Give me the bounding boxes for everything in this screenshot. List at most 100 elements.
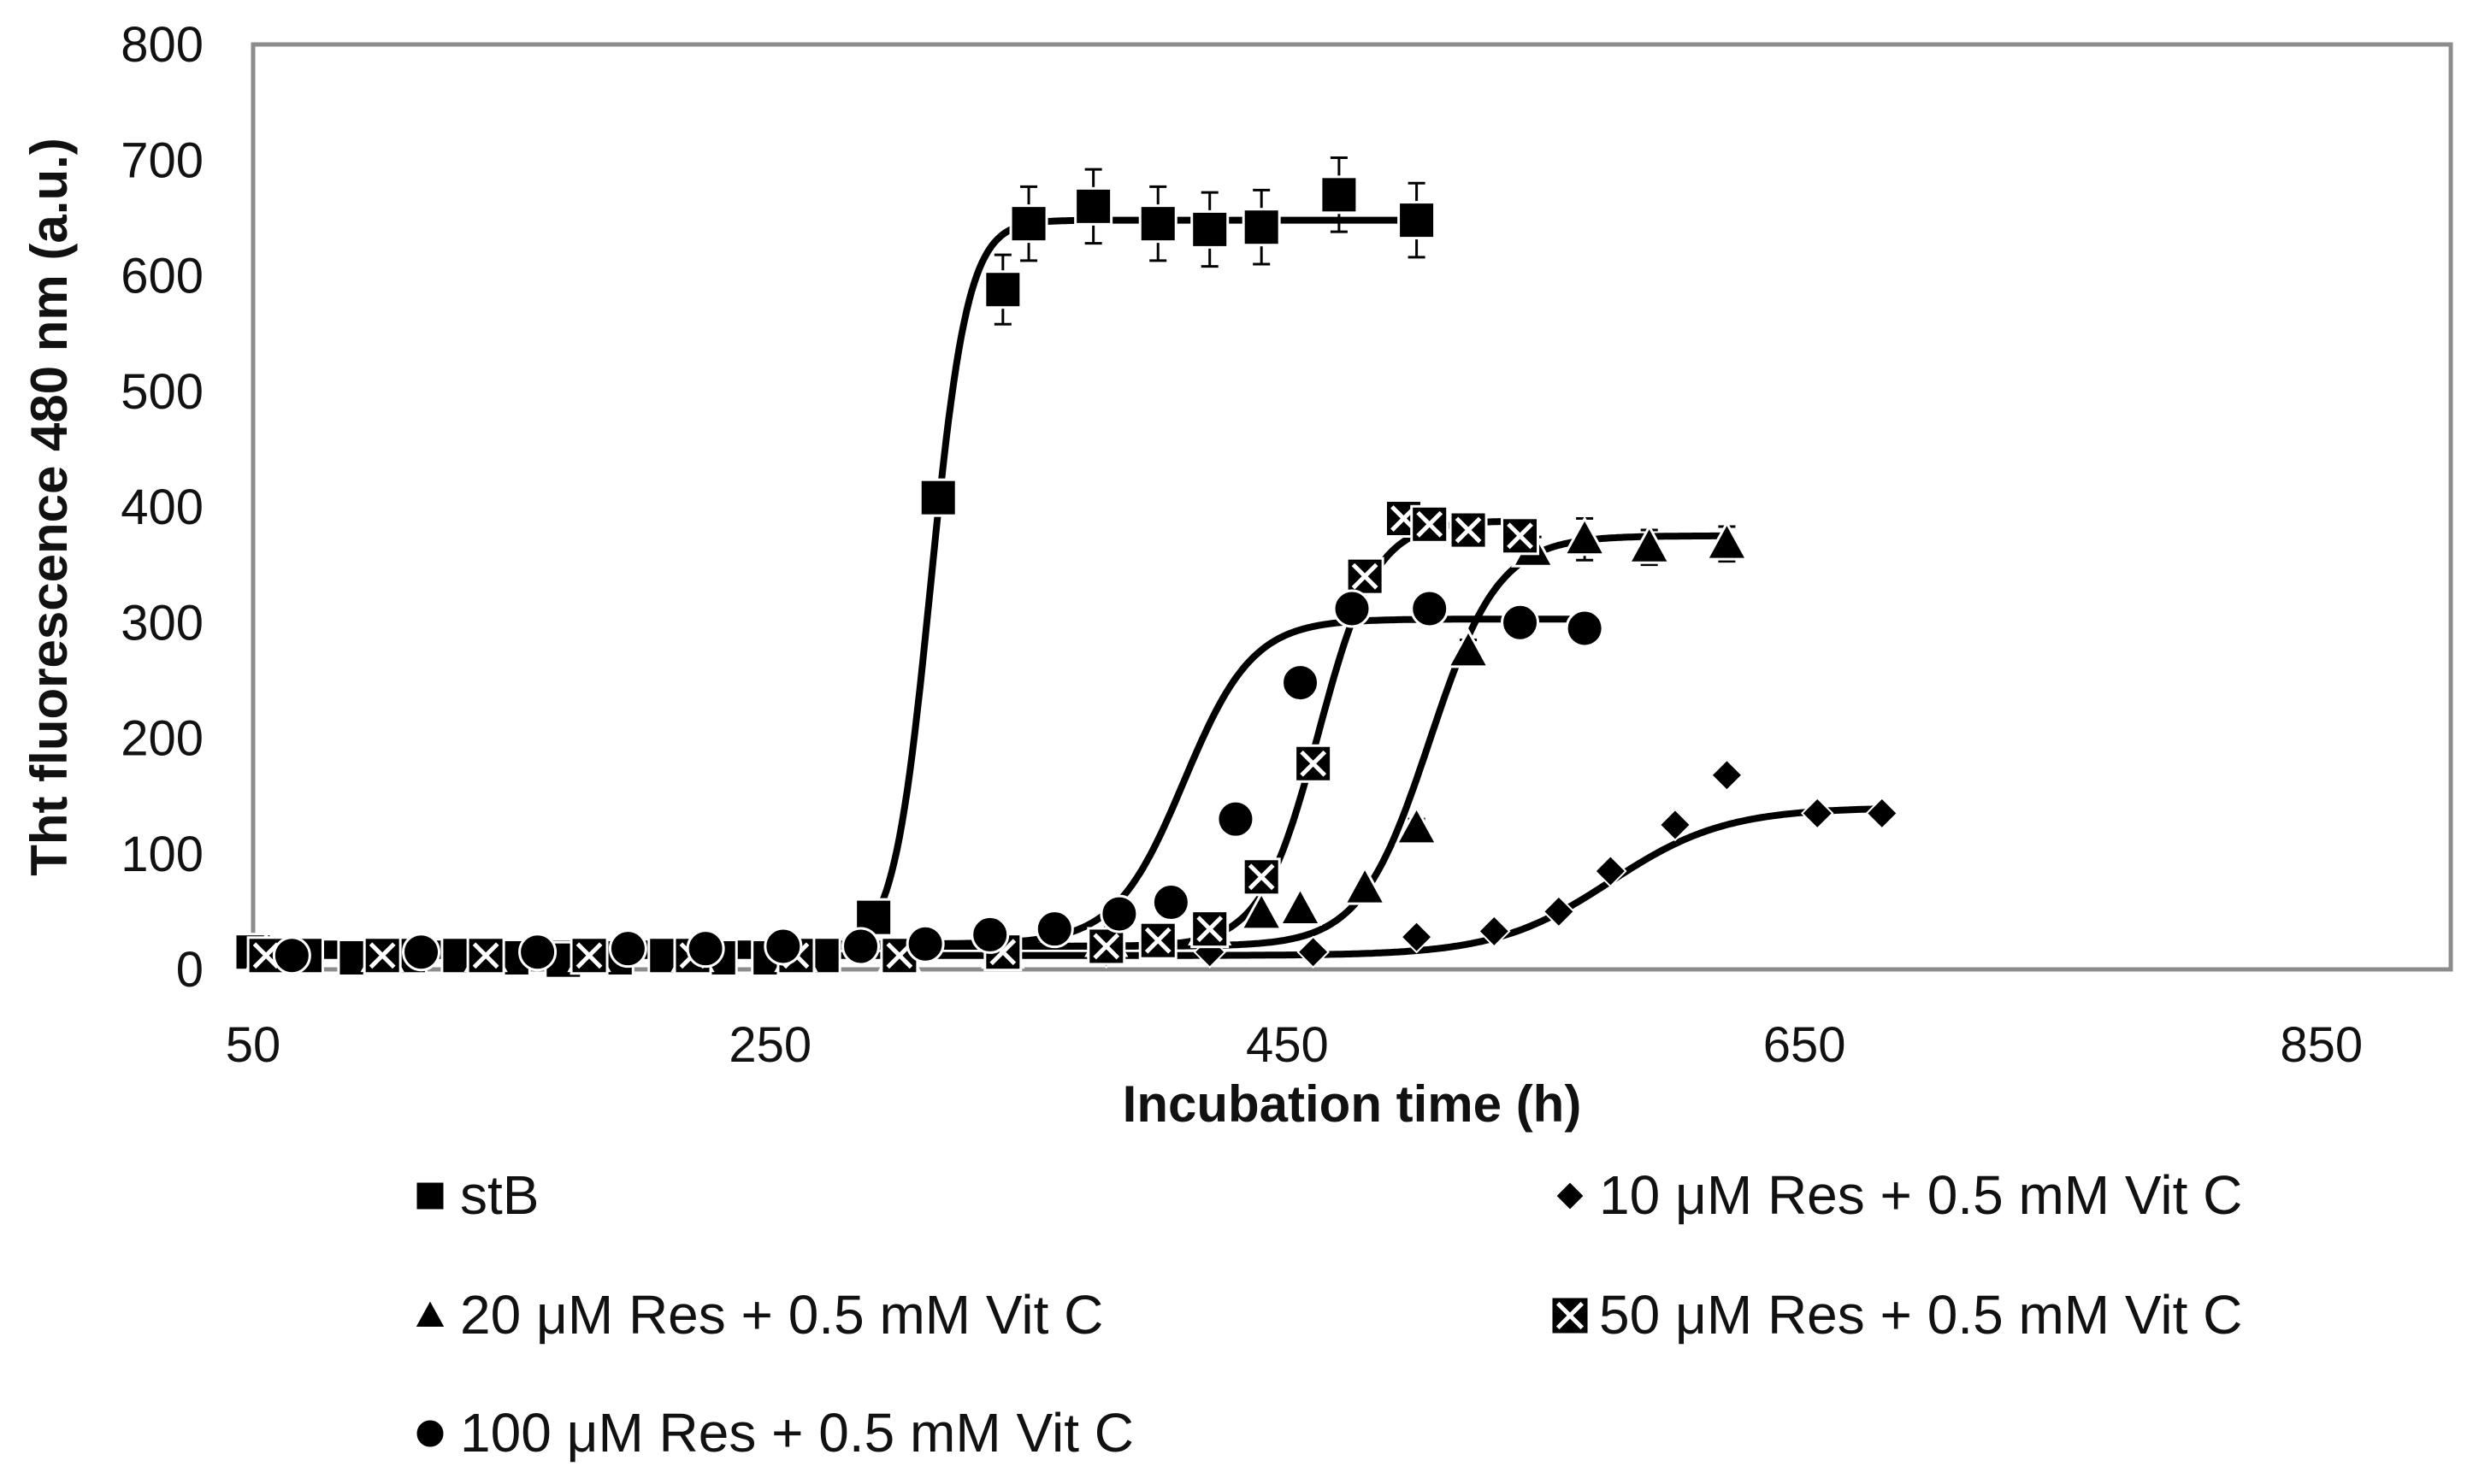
- data-point-square: [414, 1180, 446, 1212]
- data-point-x-square: [570, 936, 609, 975]
- data-point-x-square: [1549, 1295, 1591, 1336]
- data-point-circle: [906, 924, 945, 963]
- data-point-square: [918, 478, 958, 517]
- data-point-diamond: [1554, 1180, 1586, 1212]
- x-tick-label: 50: [226, 1017, 281, 1073]
- data-point-diamond: [1296, 935, 1330, 969]
- data-point-circle: [971, 915, 1010, 954]
- x-tick-label: 250: [729, 1017, 812, 1073]
- data-points: [233, 156, 1899, 980]
- y-tick-label: 500: [121, 364, 204, 420]
- legend-label-stb: stB: [460, 1164, 539, 1226]
- data-point-diamond: [1542, 895, 1576, 928]
- x-tick-label: 450: [1246, 1017, 1329, 1073]
- legend-marker-circle: [414, 1417, 446, 1450]
- data-point-square: [1242, 208, 1281, 247]
- data-point-x-square: [1345, 556, 1384, 596]
- data-point-circle: [1035, 910, 1074, 949]
- data-point-triangle: [1562, 515, 1607, 556]
- x-tick-label: 650: [1763, 1017, 1846, 1073]
- fit-curve: [253, 216, 1417, 956]
- data-point-x-square: [1449, 510, 1488, 550]
- data-point-x-square: [363, 936, 402, 975]
- fit-curve: [253, 532, 1727, 950]
- y-tick-label: 200: [121, 711, 204, 767]
- legend-item-10um-res: 10 μM Res + 0.5 mM Vit C: [1554, 1164, 2242, 1226]
- data-point-circle: [608, 929, 647, 969]
- data-point-circle: [1332, 589, 1372, 628]
- data-point-circle: [1100, 894, 1139, 933]
- data-point-circle: [686, 929, 725, 969]
- data-point-diamond: [1478, 915, 1511, 948]
- data-point-triangle: [1343, 865, 1387, 905]
- data-point-circle: [272, 936, 311, 975]
- data-point-triangle: [1239, 890, 1284, 931]
- data-point-triangle: [1627, 524, 1672, 564]
- legend-item-100um-res: 100 μM Res + 0.5 mM Vit C: [414, 1402, 1134, 1463]
- data-point-circle: [841, 927, 881, 966]
- data-point-x-square: [1087, 927, 1126, 966]
- data-point-circle: [414, 1417, 446, 1450]
- data-point-square: [1138, 204, 1177, 244]
- y-tick-label: 300: [121, 595, 204, 651]
- x-axis-title: Incubation time (h): [1123, 1075, 1582, 1133]
- data-point-square: [1009, 204, 1048, 244]
- data-point-circle: [1410, 589, 1449, 628]
- fit-curves: [253, 216, 1882, 959]
- data-point-x-square: [1190, 910, 1230, 949]
- data-point-circle: [518, 933, 558, 972]
- data-point-square: [1319, 175, 1359, 215]
- data-point-circle: [1151, 883, 1190, 922]
- y-tick-label: 400: [121, 480, 204, 535]
- data-point-x-square: [1138, 921, 1177, 960]
- data-point-square: [1190, 209, 1230, 249]
- data-point-circle: [764, 927, 803, 966]
- data-point-circle: [1501, 603, 1540, 642]
- data-point-diamond: [1865, 797, 1899, 830]
- data-point-x-square: [1294, 744, 1333, 783]
- legend-item-20um-res: 20 μM Res + 0.5 mM Vit C: [411, 1284, 1103, 1346]
- x-axis-ticks: 50 250 450 650 850: [226, 1017, 2363, 1073]
- legend-marker-diamond: [1554, 1180, 1586, 1212]
- y-axis-title: Tht fluorescence 480 nm (a.u.): [21, 138, 78, 876]
- x-tick-label: 850: [2280, 1017, 2363, 1073]
- data-point-diamond: [1594, 854, 1627, 888]
- data-point-triangle: [1394, 804, 1439, 845]
- legend-item-50um-res: 50 μM Res + 0.5 mM Vit C: [1549, 1284, 2242, 1346]
- y-tick-label: 600: [121, 249, 204, 304]
- legend-item-stb: stB: [414, 1164, 539, 1226]
- data-point-diamond: [1710, 758, 1744, 792]
- data-point-square: [1074, 186, 1113, 226]
- legend-label-50um-res: 50 μM Res + 0.5 mM Vit C: [1599, 1284, 2242, 1346]
- legend-label-10um-res: 10 μM Res + 0.5 mM Vit C: [1599, 1164, 2242, 1226]
- legend-label-100um-res: 100 μM Res + 0.5 mM Vit C: [460, 1402, 1134, 1463]
- data-point-circle: [1565, 609, 1604, 648]
- data-point-triangle: [1278, 886, 1323, 927]
- data-point-x-square: [466, 936, 505, 975]
- data-point-square: [983, 270, 1023, 309]
- legend-marker-square: [414, 1180, 446, 1212]
- plot-area-border: [251, 42, 2453, 972]
- legend-marker-triangle: [411, 1296, 449, 1329]
- data-point-diamond: [1800, 797, 1834, 830]
- data-point-x-square: [1410, 504, 1449, 544]
- data-point-triangle: [1446, 627, 1490, 668]
- data-point-diamond: [1400, 920, 1433, 954]
- legend-label-20um-res: 20 μM Res + 0.5 mM Vit C: [460, 1284, 1103, 1346]
- data-point-square: [1397, 201, 1437, 240]
- data-point-x-square: [1242, 857, 1281, 897]
- data-point-x-square: [1501, 516, 1540, 556]
- data-point-circle: [402, 933, 441, 972]
- data-point-triangle: [411, 1296, 449, 1329]
- y-axis-ticks: 0 100 200 300 400 500 600 700 800: [121, 17, 204, 998]
- y-tick-label: 800: [121, 17, 204, 73]
- y-tick-label: 0: [176, 942, 204, 998]
- y-tick-label: 700: [121, 132, 204, 188]
- legend-marker-x-square: [1549, 1295, 1591, 1336]
- data-point-diamond: [1658, 808, 1692, 842]
- data-point-circle: [1216, 799, 1255, 839]
- y-tick-label: 100: [121, 827, 204, 882]
- data-point-circle: [1281, 663, 1320, 703]
- data-point-triangle: [1704, 521, 1750, 561]
